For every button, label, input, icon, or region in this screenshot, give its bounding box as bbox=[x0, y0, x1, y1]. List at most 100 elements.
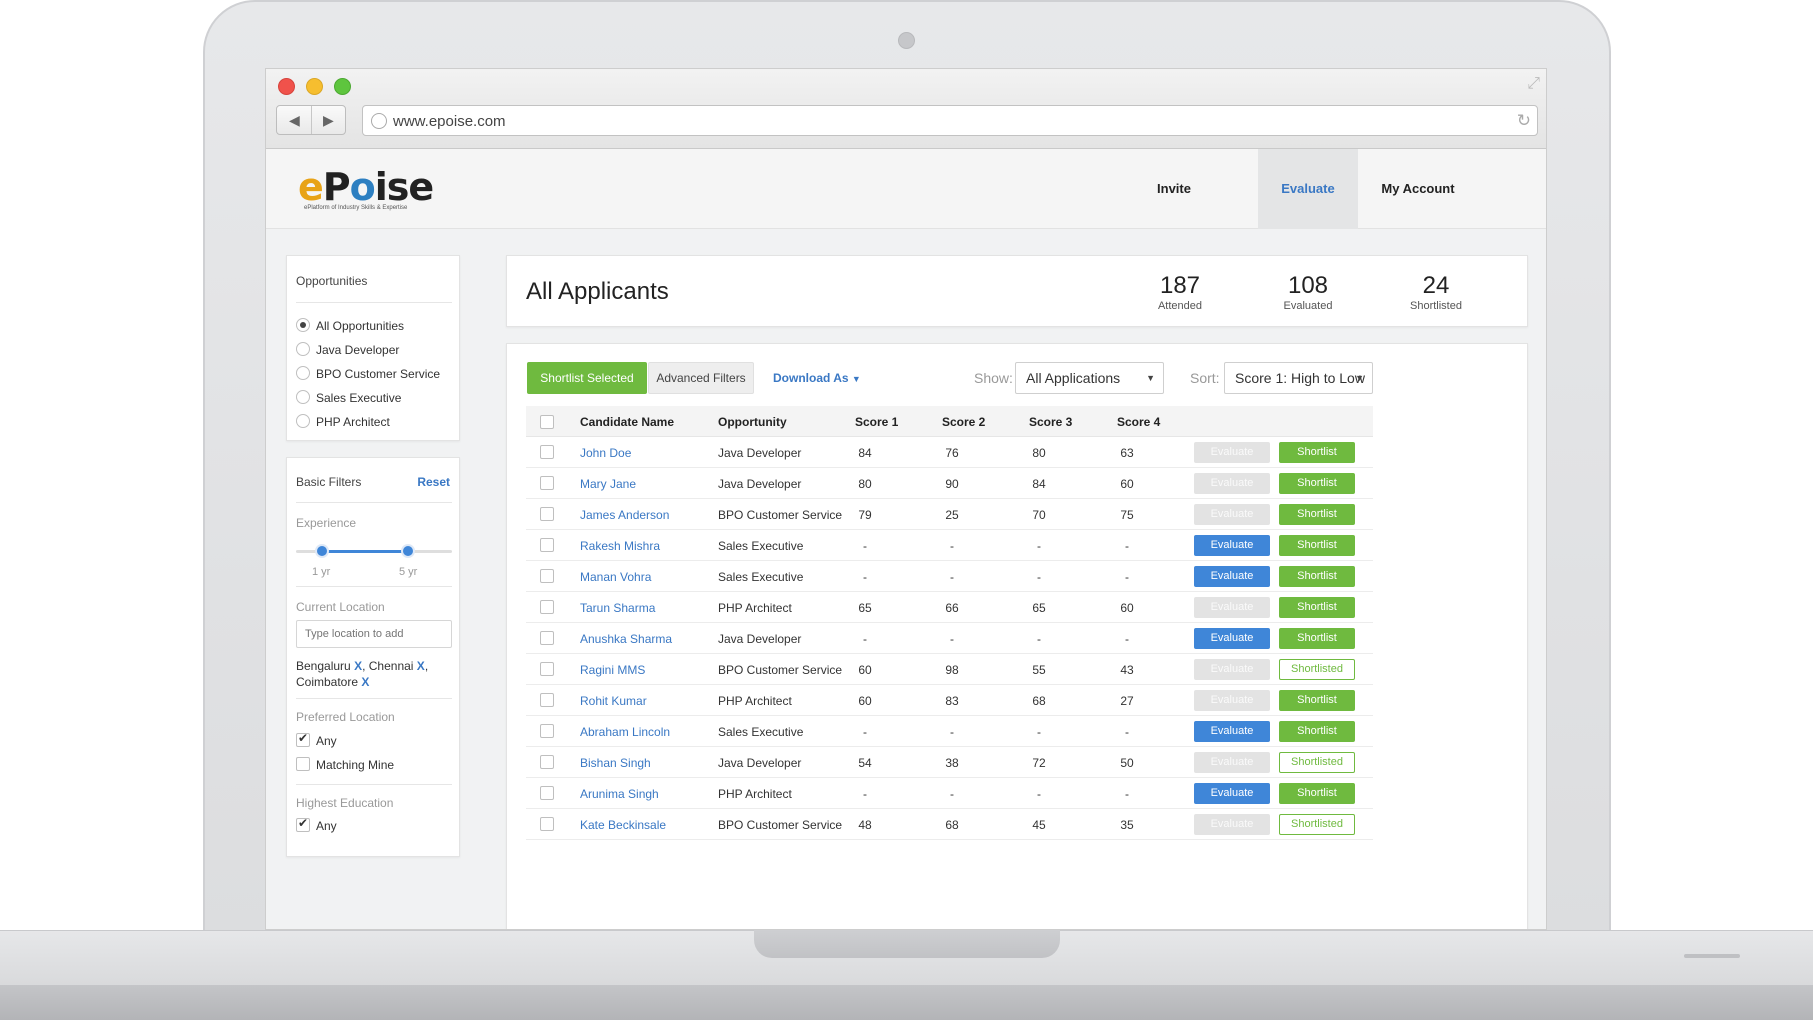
candidate-name-link[interactable]: Manan Vohra bbox=[580, 570, 652, 584]
candidate-name-link[interactable]: John Doe bbox=[580, 446, 632, 460]
row-checkbox[interactable] bbox=[540, 631, 554, 645]
back-icon[interactable]: ◀ bbox=[289, 112, 300, 128]
candidate-name-link[interactable]: Tarun Sharma bbox=[580, 601, 656, 615]
shortlist-selected-button[interactable]: Shortlist Selected bbox=[527, 362, 647, 394]
filter-checkbox[interactable]: ✔ bbox=[296, 816, 310, 832]
row-checkbox[interactable] bbox=[540, 445, 554, 459]
evaluate-button[interactable]: Evaluate bbox=[1194, 597, 1270, 618]
shortlist-button[interactable]: Shortlist bbox=[1279, 535, 1355, 556]
candidate-name-link[interactable]: Arunima Singh bbox=[580, 787, 659, 801]
shortlist-button[interactable]: Shortlist bbox=[1279, 504, 1355, 525]
remove-tag-icon[interactable]: X bbox=[354, 659, 363, 673]
evaluate-button[interactable]: Evaluate bbox=[1194, 690, 1270, 711]
evaluate-button[interactable]: Evaluate bbox=[1194, 659, 1270, 680]
remove-tag-icon[interactable]: X bbox=[361, 675, 370, 689]
download-as-menu[interactable]: Download As ▼ bbox=[773, 371, 861, 385]
fullscreen-icon[interactable]: ⤢ bbox=[1527, 75, 1540, 92]
nav-evaluate[interactable]: Evaluate bbox=[1258, 149, 1358, 229]
candidate-name-link[interactable]: Rakesh Mishra bbox=[580, 539, 661, 553]
remove-tag-icon[interactable]: X bbox=[416, 659, 425, 673]
opportunity-radio[interactable] bbox=[296, 414, 310, 428]
row-checkbox[interactable] bbox=[540, 662, 554, 676]
select-all-checkbox[interactable] bbox=[540, 415, 554, 429]
shortlist-button[interactable]: Shortlist bbox=[1279, 783, 1355, 804]
opportunity-label[interactable]: All Opportunities bbox=[316, 319, 405, 333]
shortlist-button[interactable]: Shortlist bbox=[1279, 566, 1355, 587]
filter-checkbox[interactable] bbox=[296, 757, 310, 771]
address-bar[interactable]: www.epoise.com ↻ bbox=[362, 105, 1538, 136]
filter-option-label[interactable]: Any bbox=[316, 734, 337, 748]
column-score-3[interactable]: Score 3 bbox=[1029, 415, 1073, 429]
evaluate-button[interactable]: Evaluate bbox=[1194, 628, 1270, 649]
evaluate-button[interactable]: Evaluate bbox=[1194, 752, 1270, 773]
row-checkbox[interactable] bbox=[540, 476, 554, 490]
sort-select[interactable]: Score 1: High to Low ▼ bbox=[1224, 362, 1373, 394]
opportunity-radio[interactable] bbox=[296, 318, 310, 332]
advanced-filters-button[interactable]: Advanced Filters bbox=[648, 362, 754, 394]
evaluate-button[interactable]: Evaluate bbox=[1194, 473, 1270, 494]
row-checkbox[interactable] bbox=[540, 600, 554, 614]
show-select[interactable]: All Applications ▼ bbox=[1015, 362, 1164, 394]
experience-min-handle[interactable] bbox=[315, 544, 329, 558]
candidate-name-link[interactable]: Mary Jane bbox=[580, 477, 637, 491]
forward-icon[interactable]: ▶ bbox=[323, 112, 334, 128]
candidate-name-link[interactable]: Ragini MMS bbox=[580, 663, 646, 677]
row-checkbox[interactable] bbox=[540, 786, 554, 800]
column-score-2[interactable]: Score 2 bbox=[942, 415, 986, 429]
shortlist-button[interactable]: Shortlist bbox=[1279, 628, 1355, 649]
opportunity-label[interactable]: BPO Customer Service bbox=[316, 367, 441, 381]
column-candidate-name[interactable]: Candidate Name bbox=[580, 415, 675, 429]
candidate-name-link[interactable]: Kate Beckinsale bbox=[580, 818, 667, 832]
candidate-name-link[interactable]: Abraham Lincoln bbox=[580, 725, 671, 739]
url-text[interactable]: www.epoise.com bbox=[393, 113, 506, 130]
shortlist-button[interactable]: Shortlist bbox=[1279, 597, 1355, 618]
close-window-icon[interactable] bbox=[278, 78, 295, 95]
row-checkbox[interactable] bbox=[540, 507, 554, 521]
nav-invite[interactable]: Invite bbox=[1157, 181, 1191, 196]
row-checkbox[interactable] bbox=[540, 569, 554, 583]
evaluate-button[interactable]: Evaluate bbox=[1194, 535, 1270, 556]
row-checkbox[interactable] bbox=[540, 817, 554, 831]
evaluate-button[interactable]: Evaluate bbox=[1194, 442, 1270, 463]
filter-checkbox[interactable]: ✔ bbox=[296, 731, 310, 747]
shortlist-button[interactable]: Shortlist bbox=[1279, 442, 1355, 463]
candidate-name-link[interactable]: Anushka Sharma bbox=[580, 632, 673, 646]
row-checkbox[interactable] bbox=[540, 755, 554, 769]
opportunity-radio[interactable] bbox=[296, 366, 310, 380]
opportunity-label[interactable]: Sales Executive bbox=[316, 391, 402, 405]
highest-education-label: Highest Education bbox=[296, 796, 394, 810]
epoise-logo[interactable]: ePoise bbox=[298, 165, 434, 209]
candidate-name-link[interactable]: James Anderson bbox=[580, 508, 670, 522]
maximize-window-icon[interactable] bbox=[334, 78, 351, 95]
experience-max-handle[interactable] bbox=[401, 544, 415, 558]
candidate-name-link[interactable]: Rohit Kumar bbox=[580, 694, 647, 708]
shortlist-button[interactable]: Shortlist bbox=[1279, 690, 1355, 711]
table-row: Abraham Lincoln Sales Executive - - - - Evalua… bbox=[526, 716, 1373, 747]
evaluate-button[interactable]: Evaluate bbox=[1194, 504, 1270, 525]
candidate-name-link[interactable]: Bishan Singh bbox=[580, 756, 651, 770]
filter-option-label[interactable]: Any bbox=[316, 819, 337, 833]
evaluate-button[interactable]: Evaluate bbox=[1194, 783, 1270, 804]
row-checkbox[interactable] bbox=[540, 724, 554, 738]
filter-option-label[interactable]: Matching Mine bbox=[316, 758, 395, 772]
opportunity-label[interactable]: Java Developer bbox=[316, 343, 400, 357]
location-tag: Chennai bbox=[368, 659, 414, 673]
reset-link[interactable]: Reset bbox=[417, 475, 450, 489]
shortlist-button[interactable]: Shortlist bbox=[1279, 473, 1355, 494]
column-score-4[interactable]: Score 4 bbox=[1117, 415, 1161, 429]
column-score-1[interactable]: Score 1 bbox=[855, 415, 899, 429]
row-checkbox[interactable] bbox=[540, 693, 554, 707]
row-checkbox[interactable] bbox=[540, 538, 554, 552]
nav-my-account[interactable]: My Account bbox=[1381, 181, 1455, 196]
shortlist-button[interactable]: Shortlist bbox=[1279, 721, 1355, 742]
reload-icon[interactable]: ↻ bbox=[1516, 111, 1531, 130]
column-opportunity[interactable]: Opportunity bbox=[718, 415, 787, 429]
evaluate-button[interactable]: Evaluate bbox=[1194, 566, 1270, 587]
opportunity-radio[interactable] bbox=[296, 342, 310, 356]
minimize-window-icon[interactable] bbox=[306, 78, 323, 95]
opportunity-radio[interactable] bbox=[296, 390, 310, 404]
evaluate-button[interactable]: Evaluate bbox=[1194, 814, 1270, 835]
evaluate-button[interactable]: Evaluate bbox=[1194, 721, 1270, 742]
location-input[interactable] bbox=[296, 620, 452, 648]
opportunity-label[interactable]: PHP Architect bbox=[316, 415, 390, 429]
